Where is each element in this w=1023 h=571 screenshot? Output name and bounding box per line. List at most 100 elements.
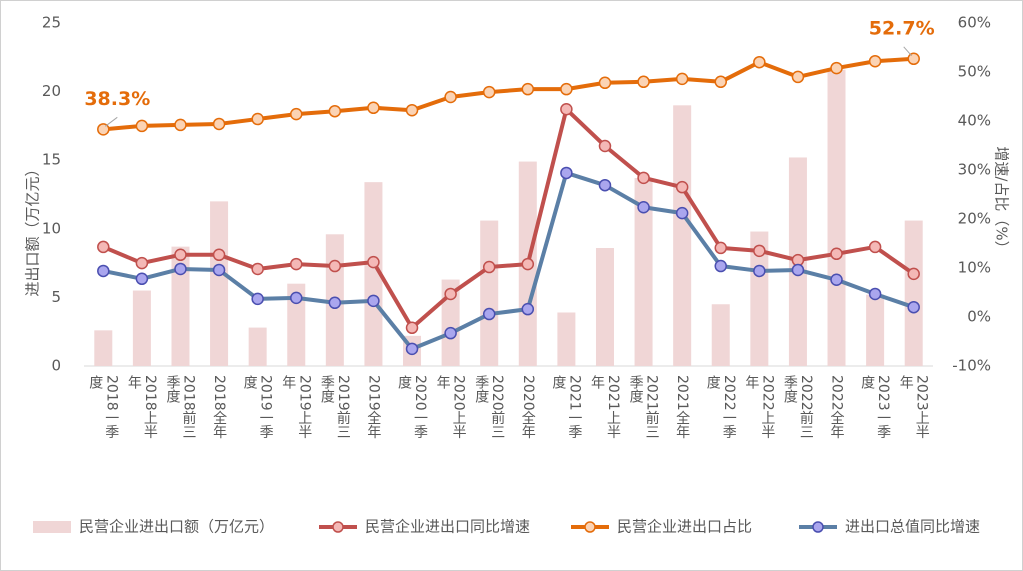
x-tick-label: 2019一季度 xyxy=(241,375,274,439)
bar xyxy=(364,182,383,366)
marker xyxy=(405,321,419,335)
marker xyxy=(405,103,419,117)
x-tick-label: 2018全年 xyxy=(211,375,228,439)
marker xyxy=(328,104,342,118)
x-tick-label: 2020全年 xyxy=(519,375,536,439)
marker xyxy=(560,102,573,116)
bar xyxy=(480,220,499,366)
y-tick-label: 15 xyxy=(42,151,61,169)
y2-tick-label: 40% xyxy=(958,112,991,130)
x-tick-label: 2018前三季度 xyxy=(164,375,197,439)
x-tick-label: 2020前三季度 xyxy=(473,375,506,439)
y2-tick-label: 60% xyxy=(958,14,991,32)
y-tick-label: 25 xyxy=(42,14,61,32)
marker xyxy=(444,287,457,301)
marker xyxy=(753,55,766,69)
marker xyxy=(714,259,727,273)
marker xyxy=(675,206,689,220)
x-tick-label: 2022一季度 xyxy=(704,375,737,439)
marker xyxy=(598,178,612,192)
marker xyxy=(637,75,650,89)
marker xyxy=(675,72,689,86)
marker xyxy=(367,255,380,269)
legend-swatch xyxy=(812,521,824,533)
line xyxy=(103,56,914,132)
x-tick-label: 2021全年 xyxy=(674,375,691,439)
legend-label: 民营企业进出口同比增速 xyxy=(365,518,530,536)
marker xyxy=(560,166,573,180)
bar xyxy=(827,69,846,366)
marker xyxy=(907,52,920,66)
marker xyxy=(97,123,110,136)
marker xyxy=(482,85,496,99)
x-tick-label: 2021上半年 xyxy=(588,375,621,439)
line xyxy=(102,107,915,330)
bar xyxy=(132,290,151,366)
bar xyxy=(171,246,190,366)
y2-axis-title: 增速/占比（%） xyxy=(993,146,1011,255)
marker xyxy=(251,292,264,306)
bar xyxy=(210,201,229,366)
line xyxy=(102,170,915,351)
x-tick-label: 2022全年 xyxy=(828,375,845,439)
marker xyxy=(482,260,496,274)
marker xyxy=(135,256,149,270)
x-tick-label: 2021一季度 xyxy=(550,375,583,439)
marker xyxy=(637,171,650,185)
x-tick-label: 2018上半年 xyxy=(125,375,158,439)
marker xyxy=(714,241,727,255)
legend-label: 民营企业进出口占比 xyxy=(617,518,752,536)
marker xyxy=(97,264,110,278)
y2-tick-label: 10% xyxy=(958,259,991,277)
marker xyxy=(868,240,882,254)
x-tick-label: 2019上半年 xyxy=(280,375,313,439)
y2-tick-label: 30% xyxy=(958,161,991,179)
bar xyxy=(711,304,730,366)
legend-swatch xyxy=(33,521,71,533)
bar xyxy=(634,178,653,366)
legend-swatch xyxy=(332,521,344,533)
x-tick-label: 2019全年 xyxy=(365,375,382,439)
marker xyxy=(97,240,110,254)
marker xyxy=(367,294,380,308)
marker xyxy=(212,117,226,131)
bar xyxy=(287,283,306,366)
marker xyxy=(290,257,303,271)
x-tick-label: 2019前三季度 xyxy=(318,375,351,439)
y-tick-label: 20 xyxy=(42,82,61,100)
x-tick-label: 2018一季度 xyxy=(87,375,120,439)
marker xyxy=(405,342,419,356)
x-tick-label: 2023一季度 xyxy=(859,375,892,439)
bar xyxy=(750,231,769,366)
marker xyxy=(907,267,920,281)
marker xyxy=(598,76,612,90)
y-tick-label: 0 xyxy=(51,357,61,375)
y-tick-label: 5 xyxy=(51,288,61,306)
y2-tick-label: 50% xyxy=(958,63,991,81)
y2-tick-label: 20% xyxy=(958,210,991,228)
marker xyxy=(328,259,342,273)
marker xyxy=(868,287,882,301)
marker xyxy=(830,247,843,261)
leader-line xyxy=(104,116,118,127)
marker xyxy=(560,82,573,96)
marker xyxy=(328,296,342,310)
marker xyxy=(868,54,882,68)
marker xyxy=(675,180,689,194)
marker xyxy=(251,262,264,276)
marker xyxy=(714,75,727,89)
marker xyxy=(791,70,805,84)
marker xyxy=(830,61,843,75)
marker xyxy=(174,248,187,262)
marker xyxy=(598,139,612,153)
marker xyxy=(907,300,920,314)
legend-swatch xyxy=(584,521,596,533)
marker xyxy=(212,263,226,277)
bar xyxy=(557,312,576,366)
marker xyxy=(791,263,805,277)
x-tick-label: 2022上半年 xyxy=(743,375,776,439)
x-tick-label: 2020一季度 xyxy=(396,375,429,439)
marker xyxy=(135,119,149,133)
